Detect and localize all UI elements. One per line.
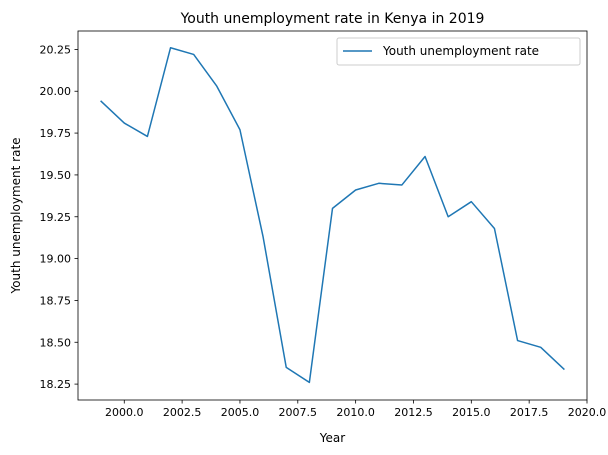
- y-tick-label: 19.25: [40, 211, 72, 224]
- legend-box: [336, 37, 581, 66]
- x-axis-label: Year: [319, 431, 345, 445]
- y-tick-label: 18.25: [40, 378, 72, 391]
- y-tick-label: 20.00: [40, 85, 72, 98]
- y-tick-label: 20.25: [40, 43, 72, 56]
- y-tick-label: 19.50: [40, 169, 72, 182]
- x-tick-label: 2012.5: [394, 406, 433, 419]
- series-line-0: [100, 46, 565, 384]
- x-tick-label: 2007.5: [279, 406, 318, 419]
- x-tick-label: 2010.0: [336, 406, 375, 419]
- chart-title: Youth unemployment rate in Kenya in 2019: [180, 11, 485, 27]
- x-tick-label: 2000.0: [105, 406, 144, 419]
- y-tick-label: 18.50: [40, 336, 72, 349]
- x-tick-label: 2017.5: [510, 406, 549, 419]
- x-tick-label: 2005.0: [221, 406, 260, 419]
- legend: Youth unemployment rate: [336, 37, 581, 66]
- x-tick-label: 2020.0: [568, 406, 607, 419]
- y-tick-label: 19.75: [40, 127, 72, 140]
- y-axis-label: Youth unemployment rate: [9, 137, 23, 294]
- x-tick-label: 2002.5: [163, 406, 202, 419]
- plot-area: 2000.0 2002.5 2005.0 2007.5 2010.0 2012.5 2015…: [40, 30, 607, 419]
- y-tick-label: 18.75: [40, 294, 72, 307]
- legend-label: Youth unemployment rate: [382, 44, 539, 58]
- y-tick-label: 19.00: [40, 253, 72, 266]
- axes-frame: [77, 30, 588, 401]
- x-tick-label: 2015.0: [452, 406, 491, 419]
